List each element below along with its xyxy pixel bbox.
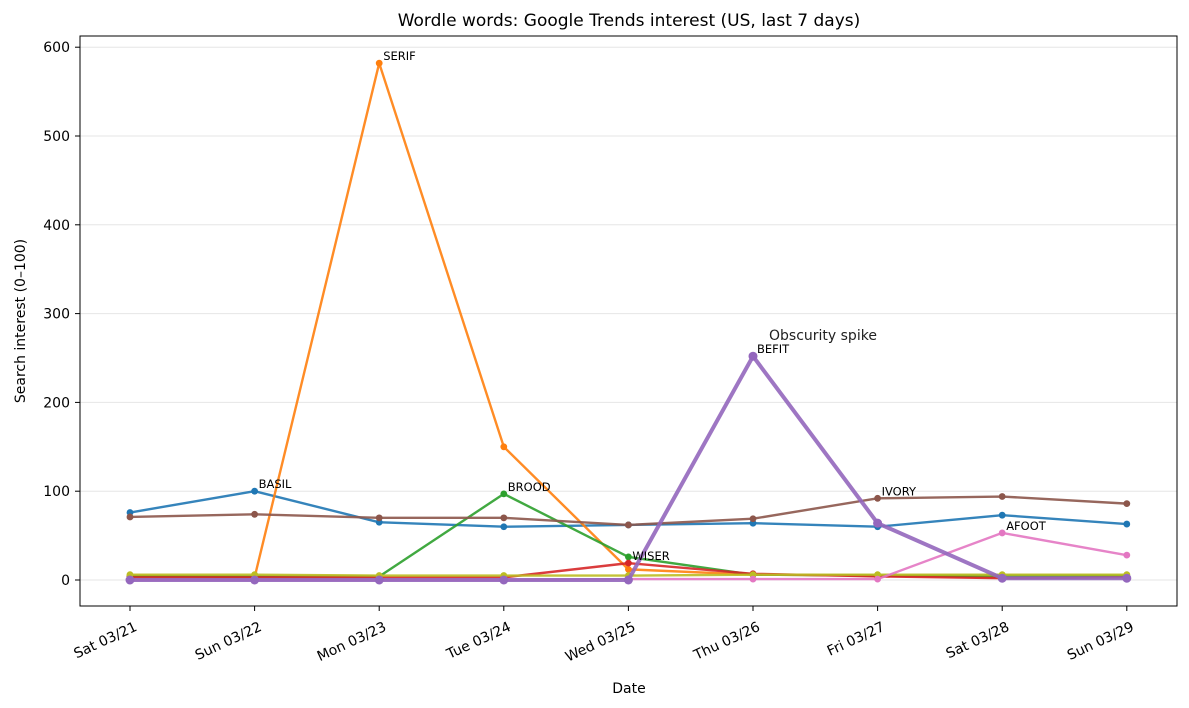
x-tick-label: Mon 03/23 (315, 619, 389, 665)
y-tick-label: 0 (61, 573, 70, 589)
series-ivory (126, 493, 1131, 529)
label-wiser: WISER (632, 549, 669, 563)
series-serif (126, 59, 1131, 581)
series-lines (125, 59, 1132, 585)
x-tick-label: Fri 03/27 (825, 619, 887, 659)
y-tick-label: 400 (43, 218, 70, 234)
label-ivory: IVORY (882, 484, 917, 498)
y-tick-label: 500 (43, 129, 70, 145)
y-tick-label: 300 (43, 307, 70, 323)
x-tick-label: Sun 03/22 (193, 619, 265, 664)
grid-lines (80, 46, 1177, 581)
label-afoot: AFOOT (1006, 519, 1047, 533)
x-tick-label: Sat 03/28 (944, 619, 1012, 662)
label-befit: BEFIT (757, 342, 790, 356)
x-axis-label: Date (612, 681, 645, 697)
x-tick-label: Thu 03/26 (691, 619, 763, 664)
label-serif: SERIF (383, 49, 416, 63)
label-basil: BASIL (259, 477, 292, 491)
y-tick-label: 200 (43, 395, 70, 411)
x-tick-label: Sat 03/21 (72, 619, 140, 662)
x-axis-ticks: Sat 03/21 Sun 03/22 Mon 03/23 Tue 03/24 Wed … (72, 606, 1137, 665)
x-tick-label: Sun 03/29 (1065, 619, 1137, 664)
series-befit (125, 351, 1132, 585)
label-brood: BROOD (508, 480, 551, 494)
point-labels: BASIL SERIF BROOD WISER IVORY AFOOT BEFIT (259, 49, 1047, 563)
y-tick-label: 100 (43, 484, 70, 500)
y-axis-label: Search interest (0–100) (13, 239, 29, 403)
x-tick-label: Tue 03/24 (444, 619, 514, 663)
chart-title: Wordle words: Google Trends interest (US… (398, 11, 861, 31)
obscurity-spike-annotation: Obscurity spike (769, 328, 877, 344)
y-axis-ticks: 0 100 200 300 400 500 600 (43, 40, 80, 589)
y-tick-label: 600 (43, 40, 70, 56)
x-tick-label: Wed 03/25 (563, 619, 638, 665)
